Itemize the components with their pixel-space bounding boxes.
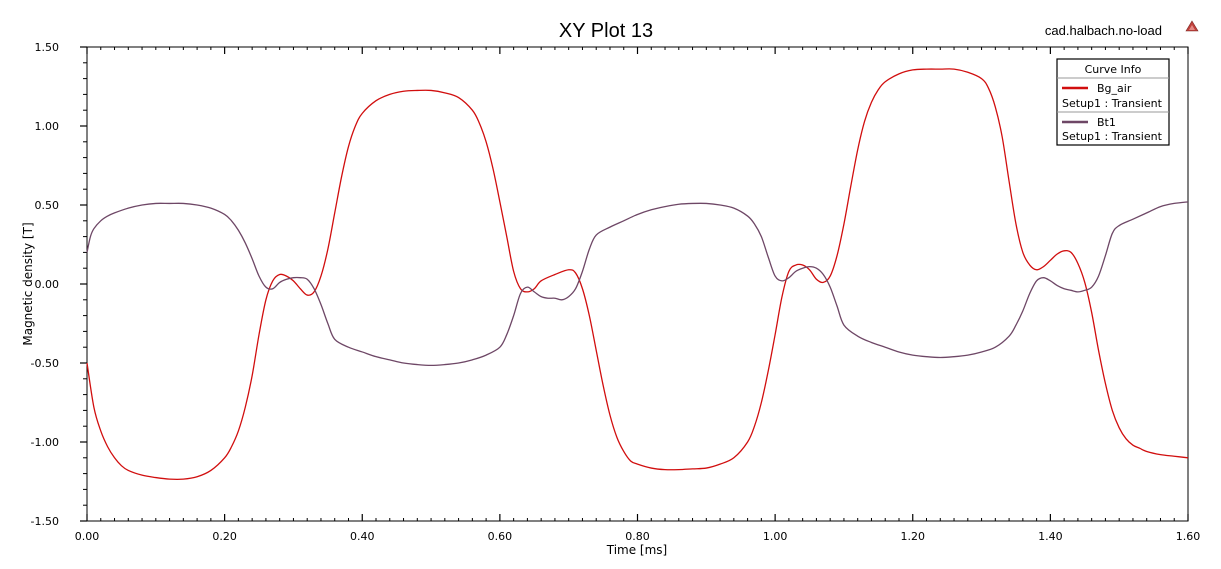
plot-area: [86, 46, 1189, 522]
legend-box: [1056, 58, 1170, 146]
x-tick-label: 0.80: [625, 530, 650, 543]
y-tick-label: -1.50: [31, 515, 59, 528]
x-tick-label: 0.00: [75, 530, 100, 543]
x-tick-label: 0.20: [212, 530, 237, 543]
y-tick-label: 1.50: [35, 41, 60, 54]
major-ticks: [80, 46, 1189, 522]
series-line-bg-air: [86, 68, 1189, 481]
legend-series-setup-bg-air: Setup1 : Transient: [1062, 97, 1163, 110]
series-layer: [86, 68, 1189, 481]
x-tick-label: 1.00: [763, 530, 788, 543]
y-tick-labels: 1.50 1.00 0.50 0.00 -0.50 -1.00 -1.50: [31, 41, 59, 528]
legend[interactable]: Curve Info Bg_air Setup1 : Transient Bt1…: [1056, 58, 1170, 146]
x-tick-label: 1.40: [1038, 530, 1063, 543]
y-tick-label: -1.00: [31, 436, 59, 449]
chart-title: XY Plot 13: [559, 20, 653, 42]
x-tick-label: 0.40: [350, 530, 375, 543]
project-name: cad.halbach.no-load: [1045, 23, 1162, 38]
y-tick-label: 1.00: [35, 120, 60, 133]
warning-triangle-icon[interactable]: [1185, 20, 1199, 32]
x-tick-label: 1.60: [1176, 530, 1201, 543]
x-axis-label: Time [ms]: [606, 543, 668, 557]
minor-ticks: [83, 47, 1175, 521]
legend-series-name-bt1: Bt1: [1097, 116, 1116, 129]
y-tick-label: 0.50: [35, 199, 60, 212]
x-tick-labels: 0.00 0.20 0.40 0.60 0.80 1.00 1.20 1.40 1.60: [75, 530, 1201, 543]
y-tick-label: 0.00: [35, 278, 60, 291]
legend-series-name-bg-air: Bg_air: [1097, 82, 1132, 95]
legend-series-setup-bt1: Setup1 : Transient: [1062, 130, 1163, 143]
legend-title: Curve Info: [1085, 63, 1142, 76]
y-axis-label: Magnetic density [T]: [21, 222, 35, 345]
x-tick-label: 0.60: [488, 530, 513, 543]
series-line-bt1: [86, 201, 1189, 367]
x-tick-label: 1.20: [901, 530, 926, 543]
y-tick-label: -0.50: [31, 357, 59, 370]
